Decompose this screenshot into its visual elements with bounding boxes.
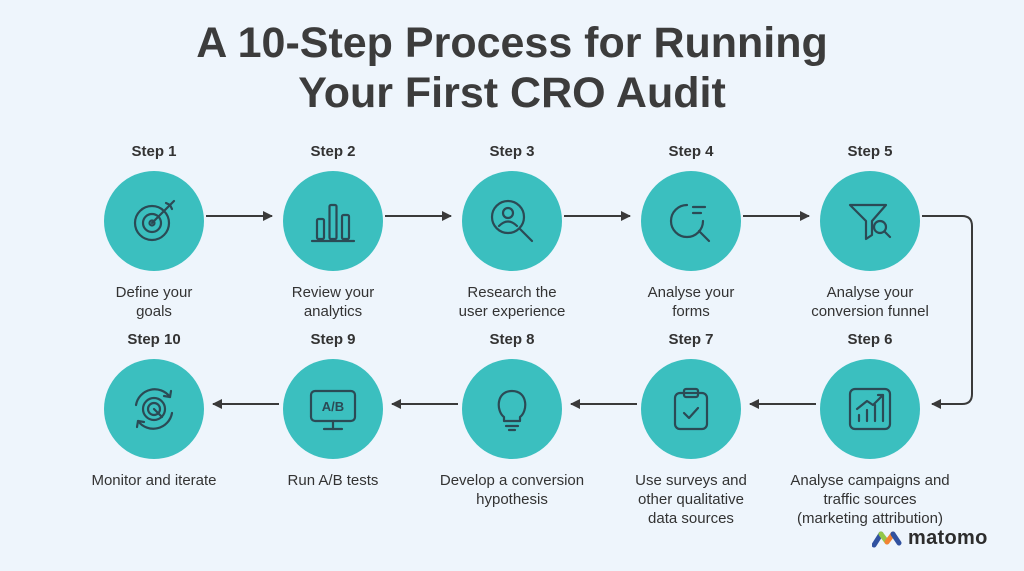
matomo-logo-icon bbox=[872, 531, 902, 547]
trend-chart-icon bbox=[848, 387, 892, 431]
step-description: Analyse your forms bbox=[591, 283, 791, 321]
matomo-logo: matomo bbox=[872, 527, 988, 550]
title-line-2: Your First CRO Audit bbox=[298, 69, 726, 117]
step-circle bbox=[283, 171, 383, 271]
step-label: Step 4 bbox=[668, 143, 714, 160]
target-icon bbox=[133, 199, 176, 242]
step-label: Step 3 bbox=[489, 143, 535, 160]
step-description-line: Run A/B tests bbox=[287, 472, 379, 489]
step-description-line: goals bbox=[136, 303, 172, 320]
ab-text: A/B bbox=[322, 399, 344, 414]
step-description-line: Analyse your bbox=[826, 284, 914, 301]
step-description-line: forms bbox=[672, 303, 710, 320]
step-description: Develop a conversion hypothesis bbox=[412, 471, 612, 509]
step-description: Review your analytics bbox=[233, 283, 433, 321]
step-label: Step 6 bbox=[847, 331, 893, 348]
step-description-line: data sources bbox=[648, 510, 734, 527]
step-description-line: Analyse your bbox=[647, 284, 735, 301]
step-description-line: Review your bbox=[291, 284, 375, 301]
page-title: A 10-Step Process for Running Your First… bbox=[0, 18, 1024, 118]
ab-monitor-icon: A/B bbox=[309, 389, 357, 431]
step-label: Step 7 bbox=[668, 331, 714, 348]
step-circle bbox=[641, 359, 741, 459]
step-circle bbox=[104, 171, 204, 271]
step-circle bbox=[104, 359, 204, 459]
step-circle bbox=[820, 359, 920, 459]
step-description: Analyse your conversion funnel bbox=[770, 283, 970, 321]
step-label: Step 9 bbox=[310, 331, 356, 348]
step-description-line: hypothesis bbox=[476, 491, 548, 508]
step-description-line: (marketing attribution) bbox=[797, 510, 943, 527]
step-description: Analyse campaigns and traffic sources (m… bbox=[770, 471, 970, 528]
step-description: Run A/B tests bbox=[233, 471, 433, 490]
step-label: Step 1 bbox=[131, 143, 177, 160]
step-circle bbox=[462, 171, 562, 271]
user-search-icon bbox=[490, 199, 534, 243]
step-description-line: Research the bbox=[467, 284, 557, 301]
lightbulb-icon bbox=[497, 389, 527, 432]
step-description: Research the user experience bbox=[412, 283, 612, 321]
step-description: Use surveys and other qualitative data s… bbox=[591, 471, 791, 528]
step-circle bbox=[820, 171, 920, 271]
clipboard-check-icon bbox=[673, 387, 709, 431]
step-description-line: other qualitative bbox=[638, 491, 744, 508]
step-circle bbox=[641, 171, 741, 271]
bar-chart-icon bbox=[310, 203, 356, 243]
funnel-search-icon bbox=[848, 203, 892, 241]
step-description-line: Monitor and iterate bbox=[91, 472, 217, 489]
step-label: Step 8 bbox=[489, 331, 535, 348]
step-description-line: Use surveys and bbox=[635, 472, 747, 489]
step-description: Define your goals bbox=[54, 283, 254, 321]
step-circle bbox=[462, 359, 562, 459]
refresh-target-icon bbox=[134, 388, 174, 430]
step-description-line: conversion funnel bbox=[811, 303, 929, 320]
arrow-5-6 bbox=[922, 215, 973, 409]
step-description: Monitor and iterate bbox=[54, 471, 254, 490]
step-description-line: Analyse campaigns and bbox=[790, 472, 950, 489]
step-description-line: traffic sources bbox=[823, 491, 917, 508]
form-search-icon bbox=[669, 203, 711, 243]
step-description-line: Define your bbox=[115, 284, 193, 301]
logo-text: matomo bbox=[908, 527, 988, 549]
title-line-1: A 10-Step Process for Running bbox=[196, 19, 828, 67]
step-label: Step 5 bbox=[847, 143, 893, 160]
step-description-line: user experience bbox=[458, 303, 566, 320]
step-label: Step 10 bbox=[127, 331, 181, 348]
step-description-line: analytics bbox=[303, 303, 363, 320]
step-description-line: Develop a conversion bbox=[439, 472, 585, 489]
step-label: Step 2 bbox=[310, 143, 356, 160]
step-circle: A/B bbox=[283, 359, 383, 459]
